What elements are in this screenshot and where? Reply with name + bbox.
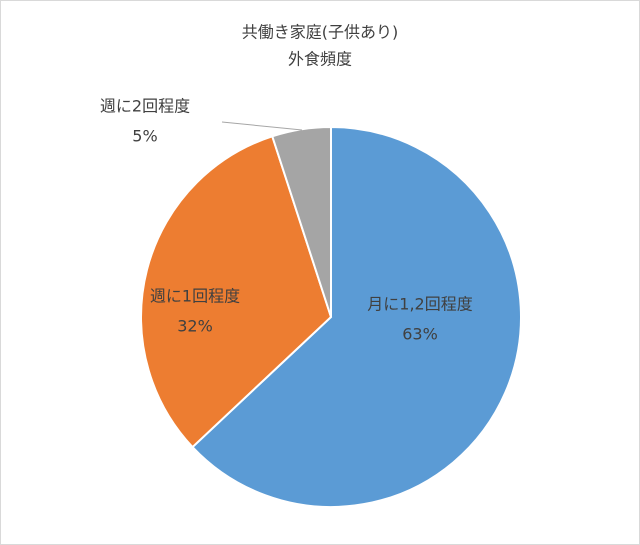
pie-slice xyxy=(271,125,332,318)
pie-slice xyxy=(140,135,333,449)
slice-label: 週に2回程度 xyxy=(100,97,190,116)
slice-label: 週に1回程度 xyxy=(150,287,240,306)
slice-value-label: 5% xyxy=(132,127,157,146)
slice-value-label: 63% xyxy=(402,325,438,344)
chart-subtitle: 外食頻度 xyxy=(288,50,352,69)
pie-slice xyxy=(191,125,522,508)
chart-title: 共働き家庭(子供あり) xyxy=(242,23,399,42)
slice-label: 月に1,2回程度 xyxy=(367,295,472,314)
slice-value-label: 32% xyxy=(177,317,213,336)
leader-line xyxy=(221,121,303,131)
